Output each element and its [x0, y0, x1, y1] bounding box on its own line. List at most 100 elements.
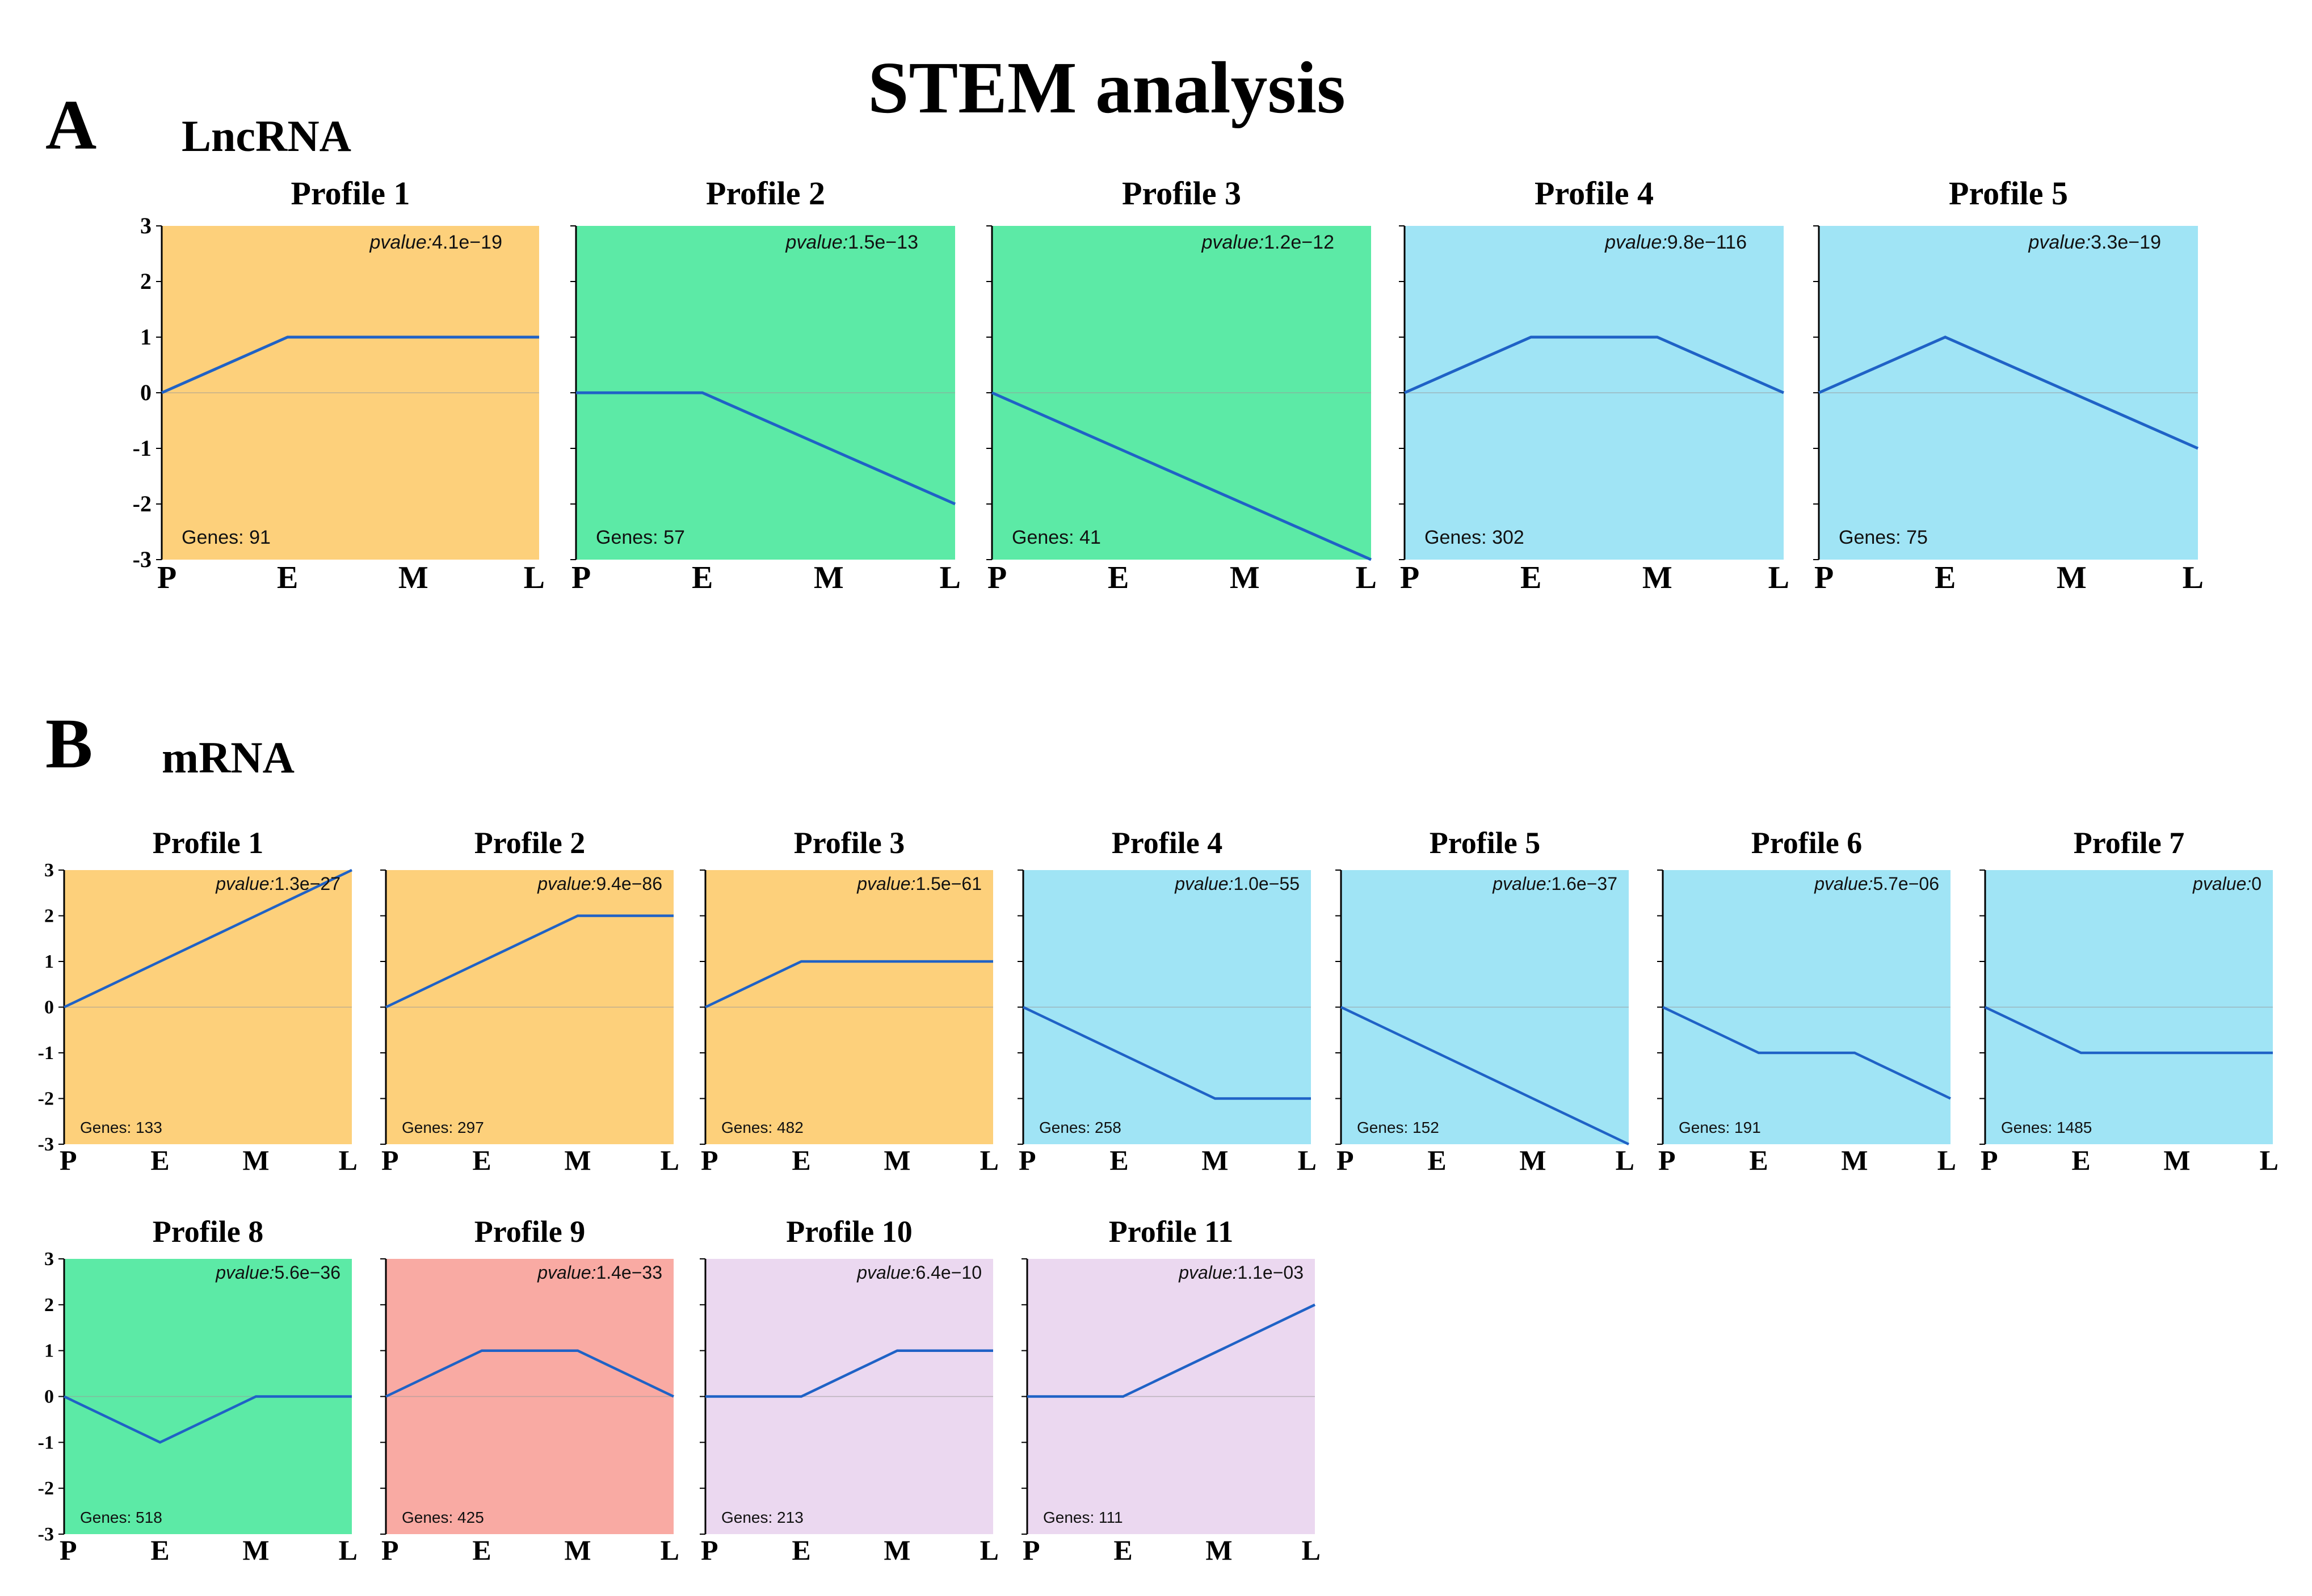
p5-profile-line — [1818, 335, 2199, 450]
p14-xtick-label: E — [472, 1534, 491, 1566]
p12-profile-line — [1985, 1006, 2273, 1055]
p3-xtick-label: L — [1356, 560, 1377, 595]
p8-genes: Genes: 482 — [721, 1119, 804, 1136]
p4-profile-line — [1403, 335, 1785, 394]
p4-genes: Genes: 302 — [1424, 527, 1524, 548]
p6-ytick-label: -1 — [38, 1043, 54, 1064]
p6-pvalue: pvalue:1.3e−27 — [215, 873, 341, 894]
p14-xtick-label: L — [661, 1534, 679, 1566]
p13-ytick-label: -2 — [38, 1478, 54, 1499]
panel-letter-a: A — [45, 86, 97, 165]
p2-xtick-label: E — [692, 560, 713, 595]
p14-pvalue: pvalue:1.4e−33 — [537, 1262, 662, 1283]
p4-xtick-label: E — [1520, 560, 1541, 595]
p13-xtick-label: E — [150, 1534, 169, 1566]
p7-pvalue: pvalue:9.4e−86 — [537, 873, 662, 894]
p13-ytick-label: 0 — [44, 1387, 54, 1408]
p13-genes: Genes: 518 — [80, 1509, 162, 1526]
p3-genes: Genes: 41 — [1012, 527, 1101, 548]
p5-xtick-label: P — [1814, 560, 1834, 595]
p1-ytick-label: 0 — [140, 380, 152, 405]
p3-xtick-label: M — [1230, 560, 1260, 595]
p12-xtick-label: L — [2260, 1144, 2279, 1176]
p16-xtick-label: P — [1023, 1534, 1040, 1566]
p3-xtick-label: E — [1108, 560, 1129, 595]
p1-xtick-label: P — [157, 560, 176, 595]
p5-xtick-label: L — [2183, 560, 2204, 595]
p3-xtick-label: P — [987, 560, 1007, 595]
p6-xtick-label: E — [150, 1144, 169, 1176]
p6-ytick-label: 2 — [44, 906, 54, 927]
p1-profile-line — [161, 335, 539, 394]
p4-xtick-label: L — [1768, 560, 1789, 595]
p13-ytick-label: 1 — [44, 1341, 54, 1362]
p6-ytick-label: 0 — [44, 997, 54, 1018]
p1-ytick-label: 3 — [140, 213, 152, 238]
p15-xtick-label: M — [884, 1534, 910, 1566]
p14-genes: Genes: 425 — [402, 1509, 484, 1526]
p11-pvalue: pvalue:5.7e−06 — [1814, 873, 1939, 894]
p12-pvalue: pvalue:0 — [2192, 873, 2261, 894]
p7-xtick-label: M — [564, 1144, 591, 1176]
p3-profile-line — [991, 391, 1372, 561]
p1-ytick-label: 1 — [140, 324, 152, 350]
p4-xtick-label: M — [1642, 560, 1672, 595]
p10-pvalue: pvalue:1.6e−37 — [1492, 873, 1617, 894]
p13-xtick-label: L — [339, 1534, 358, 1566]
p12-xtick-label: P — [1981, 1144, 1998, 1176]
p12-xtick-label: M — [2163, 1144, 2190, 1176]
p10-xtick-label: P — [1336, 1144, 1354, 1176]
p6-xtick-label: P — [60, 1144, 77, 1176]
p16-profile-line — [1027, 1303, 1315, 1398]
p9-genes: Genes: 258 — [1039, 1119, 1121, 1136]
p9-xtick-label: M — [1201, 1144, 1228, 1176]
p2-pvalue: pvalue:1.5e−13 — [785, 232, 919, 253]
p5-pvalue: pvalue:3.3e−19 — [2028, 232, 2162, 253]
p9-xtick-label: E — [1109, 1144, 1128, 1176]
p7-xtick-label: P — [381, 1144, 399, 1176]
p14-xtick-label: P — [381, 1534, 399, 1566]
p8-xtick-label: M — [884, 1144, 910, 1176]
p10-profile-line — [1340, 1006, 1629, 1146]
p5-xtick-label: E — [1935, 560, 1956, 595]
p12-genes: Genes: 1485 — [2001, 1119, 2092, 1136]
p1-ytick-label: 2 — [140, 268, 152, 294]
p6-ytick-label: 1 — [44, 951, 54, 972]
p7-genes: Genes: 297 — [402, 1119, 484, 1136]
p2-xtick-label: M — [814, 560, 844, 595]
p9-title: Profile 4 — [1112, 826, 1222, 860]
p10-xtick-label: M — [1519, 1144, 1546, 1176]
p4-title: Profile 4 — [1535, 175, 1654, 212]
p7-xtick-label: E — [472, 1144, 491, 1176]
p6-title: Profile 1 — [153, 826, 263, 860]
p14-title: Profile 9 — [474, 1215, 585, 1249]
p3-pvalue: pvalue:1.2e−12 — [1201, 232, 1335, 253]
p15-profile-line — [705, 1349, 993, 1398]
p13-title: Profile 8 — [153, 1215, 263, 1249]
p6-xtick-label: L — [339, 1144, 358, 1176]
p6-ytick-label: -3 — [38, 1134, 54, 1155]
p11-xtick-label: E — [1749, 1144, 1768, 1176]
p12-xtick-label: E — [2071, 1144, 2090, 1176]
p16-genes: Genes: 111 — [1043, 1509, 1123, 1526]
p11-xtick-label: M — [1841, 1144, 1868, 1176]
p13-ytick-label: -1 — [38, 1432, 54, 1453]
p16-xtick-label: L — [1302, 1534, 1321, 1566]
p5-xtick-label: M — [2057, 560, 2087, 595]
p1-xtick-label: L — [524, 560, 545, 595]
p1-ytick-label: -2 — [133, 491, 152, 516]
p2-xtick-label: P — [571, 560, 591, 595]
p2-xtick-label: L — [940, 560, 961, 595]
p1-xtick-label: E — [277, 560, 298, 595]
p16-xtick-label: M — [1205, 1534, 1232, 1566]
p13-profile-line — [64, 1395, 352, 1444]
p15-xtick-label: L — [980, 1534, 999, 1566]
p11-title: Profile 6 — [1751, 826, 1862, 860]
p7-xtick-label: L — [661, 1144, 679, 1176]
p15-xtick-label: P — [701, 1534, 718, 1566]
p8-xtick-label: E — [792, 1144, 810, 1176]
p6-ytick-label: -2 — [38, 1089, 54, 1110]
p12-title: Profile 7 — [2074, 826, 2184, 860]
section-label-mrna: mRNA — [162, 733, 295, 782]
p6-profile-line — [64, 868, 352, 1009]
